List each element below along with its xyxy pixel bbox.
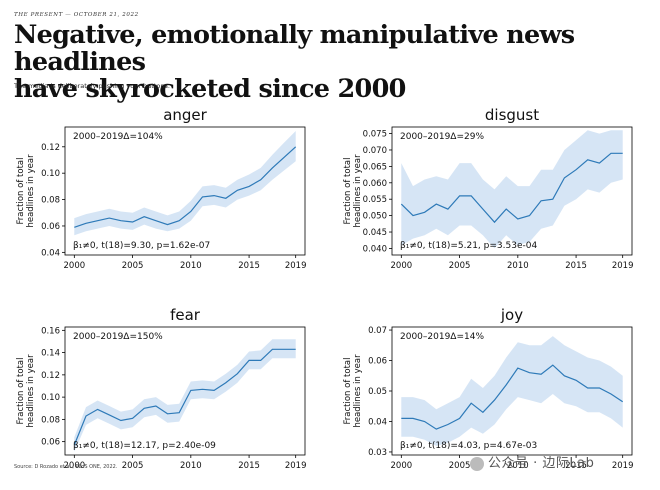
x-tick-label: 2015	[238, 461, 260, 471]
series-line	[73, 348, 296, 446]
chart-title: fear	[170, 306, 201, 324]
y-tick-label: 0.08	[41, 196, 60, 206]
y-axis-label-line: headlines in year	[26, 354, 36, 428]
y-tick-label: 0.075	[363, 130, 387, 140]
y-tick-label: 0.06	[41, 222, 60, 232]
x-tick-label: 2010	[180, 261, 202, 271]
headline-line-2: have skyrocketed since 2000	[14, 74, 406, 104]
y-tick-label: 0.12	[41, 371, 60, 381]
x-tick-label: 2015	[565, 461, 587, 471]
delta-annotation: 2000–2019Δ=14%	[400, 332, 484, 342]
x-tick-label: 2010	[507, 461, 529, 471]
series-line	[400, 152, 623, 224]
series-line	[401, 364, 624, 430]
x-tick-label: 2000	[64, 461, 86, 471]
y-axis-label-line: headlines in year	[353, 354, 363, 428]
x-tick-label: 2005	[122, 261, 144, 271]
y-tick-label: 0.040	[363, 244, 387, 254]
stats-annotation: β₁≠0, t(18)=12.17, p=2.40e-09	[73, 441, 216, 451]
x-tick-label: 2000	[391, 261, 413, 271]
x-tick-label: 2015	[238, 261, 260, 271]
y-tick-label: 0.065	[363, 162, 387, 172]
kicker: THE PRESENT — OCTOBER 21, 2022	[14, 12, 139, 18]
chart-title: joy	[500, 306, 523, 324]
y-tick-label: 0.05	[368, 387, 387, 397]
y-axis-label-line: Fraction of total	[343, 158, 353, 225]
delta-annotation: 2000–2019Δ=150%	[73, 332, 163, 342]
stats-annotation: β₁≠0, t(18)=4.03, p=4.67e-03	[400, 441, 537, 451]
y-axis-label: Fraction of totalheadlines in year	[343, 154, 363, 228]
headline: Negative, emotionally manipulative news …	[14, 22, 654, 103]
delta-annotation: 2000–2019Δ=104%	[73, 132, 163, 142]
x-tick-label: 2005	[449, 261, 471, 271]
x-tick-label: 2010	[180, 461, 202, 471]
y-axis-label-line: headlines in year	[26, 154, 36, 228]
y-tick-label: 0.050	[363, 212, 387, 222]
chart-disgust: disgust 2000 2005 2010 2015 2019 0.040 0.045 0.0…	[343, 106, 634, 271]
y-axis-label: Fraction of totalheadlines in year	[16, 154, 36, 228]
confidence-band	[74, 339, 296, 452]
x-tick-label: 2000	[391, 461, 413, 471]
y-tick-label: 0.055	[363, 195, 387, 205]
headline-line-1: Negative, emotionally manipulative news …	[14, 20, 575, 77]
y-tick-label: 0.12	[41, 143, 60, 153]
y-axis-label-line: Fraction of total	[16, 158, 26, 225]
x-tick-label: 2005	[449, 461, 471, 471]
y-axis-label-line: Fraction of total	[16, 358, 26, 425]
x-tick-label: 2019	[612, 461, 634, 471]
x-tick-label: 2019	[612, 261, 634, 271]
wechat-icon	[470, 456, 484, 471]
y-tick-label: 0.03	[368, 448, 387, 458]
stats-annotation: β₁≠0, t(18)=9.30, p=1.62e-07	[73, 241, 210, 251]
confidence-band	[401, 130, 623, 249]
x-tick-label: 2019	[285, 261, 307, 271]
y-axis-label-line: Fraction of total	[343, 358, 353, 425]
x-tick-label: 2010	[507, 261, 529, 271]
chart-title: anger	[163, 106, 207, 124]
confidence-band	[401, 336, 623, 446]
x-tick-label: 2015	[565, 261, 587, 271]
y-tick-label: 0.14	[41, 349, 60, 359]
chart-anger: anger 2000 2005 2010 2015 2019 0.04 0.06 0.08 0.1…	[16, 106, 307, 271]
y-axis-label: Fraction of totalheadlines in year	[343, 354, 363, 428]
y-tick-label: 0.070	[363, 146, 387, 156]
x-tick-label: 2005	[122, 461, 144, 471]
chart-joy: joy 2000 2005 2010 2015 2019 0.03 0.04 0.05 0.06 0…	[343, 306, 634, 471]
watermark-text: 公众号 · 边际Lab	[488, 456, 595, 471]
watermark: 公众号 · 边际Lab	[470, 452, 594, 471]
y-tick-label: 0.10	[41, 169, 60, 179]
y-axis-label-line: headlines in year	[353, 154, 363, 228]
y-tick-label: 0.16	[41, 326, 60, 336]
stats-annotation: β₁≠0, t(18)=5.21, p=3.53e-04	[400, 241, 537, 251]
delta-annotation: 2000–2019Δ=29%	[400, 132, 484, 142]
y-tick-label: 0.06	[368, 357, 387, 367]
plot-frame	[391, 126, 633, 256]
subtitle: The media is deliberately pushing your b…	[14, 82, 170, 90]
chart-title: disgust	[485, 106, 539, 124]
confidence-band	[74, 131, 296, 236]
series-line	[74, 146, 297, 228]
y-axis-label: Fraction of totalheadlines in year	[16, 354, 36, 428]
y-tick-label: 0.04	[41, 248, 60, 258]
x-tick-label: 2000	[64, 261, 86, 271]
y-tick-label: 0.08	[41, 415, 60, 425]
y-tick-label: 0.10	[41, 393, 60, 403]
plot-frame	[64, 126, 306, 256]
y-tick-label: 0.06	[41, 438, 60, 448]
y-tick-label: 0.07	[368, 326, 387, 336]
y-tick-label: 0.060	[363, 179, 387, 189]
y-tick-label: 0.045	[363, 228, 387, 238]
plot-frame	[64, 326, 306, 456]
y-tick-label: 0.04	[368, 417, 387, 427]
chart-fear: fear 2000 2005 2010 2015 2019 0.06 0.08 0.10 0.12…	[16, 306, 307, 471]
source-note: Source: D Rozado et al., PLoS ONE, 2022.	[14, 464, 118, 470]
x-tick-label: 2019	[285, 461, 307, 471]
